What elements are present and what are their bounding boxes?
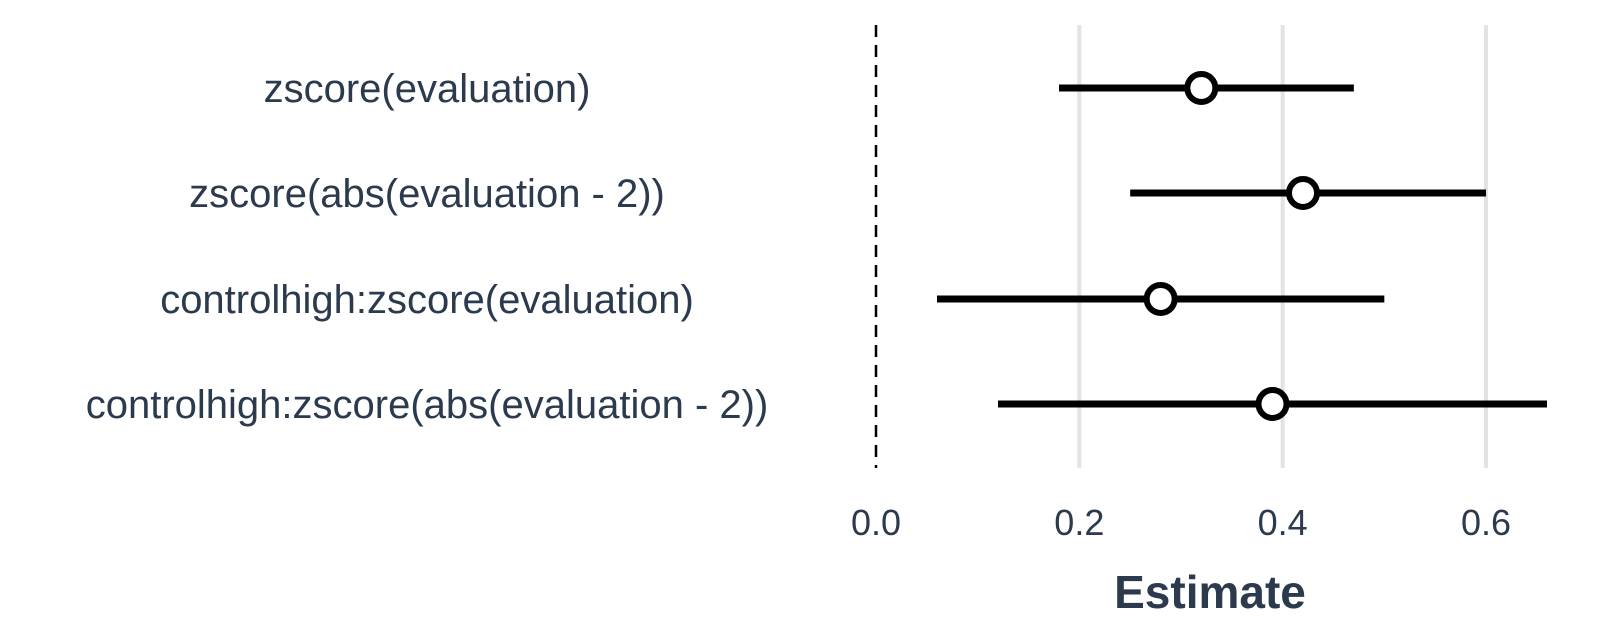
estimate-point xyxy=(1286,176,1321,210)
term-row: zscore(evaluation) xyxy=(264,67,1354,111)
term-row: zscore(abs(evaluation - 2)) xyxy=(189,172,1487,216)
term-label: controlhigh:zscore(abs(evaluation - 2)) xyxy=(86,383,769,427)
x-axis-ticks: 0.0 0.2 0.4 0.6 xyxy=(851,502,1511,543)
estimate-point xyxy=(1143,282,1178,316)
estimate-point xyxy=(1255,387,1290,421)
x-tick-label: 0.2 xyxy=(1054,502,1104,543)
term-label: zscore(abs(evaluation - 2)) xyxy=(189,172,665,216)
terms-layer: zscore(evaluation) zscore(abs(evaluation … xyxy=(86,67,1548,427)
x-tick-label: 0.6 xyxy=(1461,502,1511,543)
x-tick-label: 0.0 xyxy=(851,502,901,543)
estimate-point xyxy=(1184,71,1219,105)
x-tick-label: 0.4 xyxy=(1258,502,1308,543)
x-axis-title: Estimate xyxy=(1114,566,1306,618)
term-row: controlhigh:zscore(evaluation) xyxy=(160,278,1385,322)
term-label: zscore(evaluation) xyxy=(264,67,591,111)
term-row: controlhigh:zscore(abs(evaluation - 2)) xyxy=(86,383,1548,427)
term-label: controlhigh:zscore(evaluation) xyxy=(160,278,694,322)
